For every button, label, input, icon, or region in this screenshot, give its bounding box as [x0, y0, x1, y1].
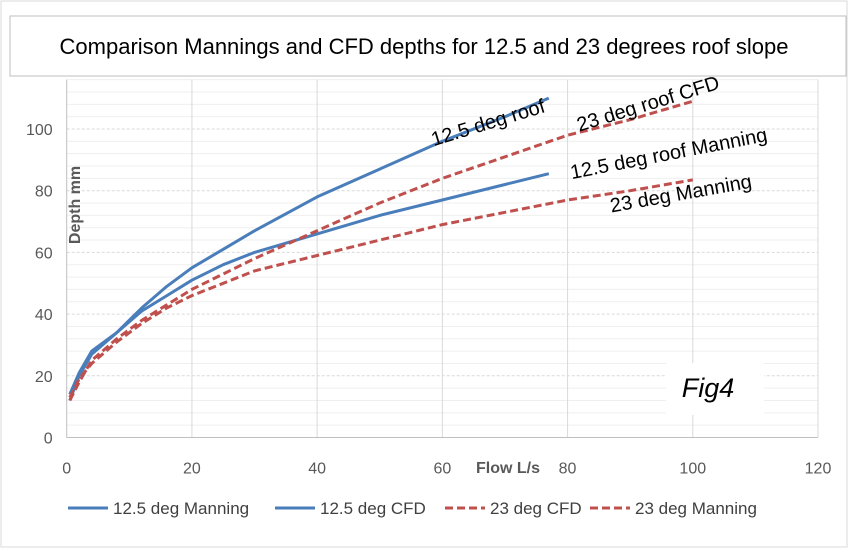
title-box: [9, 15, 847, 77]
y-tick-label: 80: [35, 184, 53, 201]
series-line-23-deg-manning: [68, 178, 694, 399]
figure-label-box: [666, 363, 764, 415]
y-tick-label: 100: [26, 122, 53, 139]
chart-title: Comparison Mannings and CFD depths for 1…: [60, 34, 789, 59]
series-line-12-5-deg-manning: [68, 172, 550, 395]
x-tick-label: 80: [559, 461, 577, 478]
x-axis-label: Flow L/s: [476, 460, 540, 477]
series-line-12-5-deg-cfd: [68, 96, 550, 402]
x-tick-label: 40: [308, 461, 326, 478]
x-tick-label: 60: [433, 461, 451, 478]
y-axis-label: Depth mm: [67, 166, 84, 244]
y-tick-label: 60: [35, 245, 53, 262]
x-tick-label: 100: [679, 461, 706, 478]
legend-label: 23 deg CFD: [490, 499, 582, 518]
y-tick-label: 20: [35, 369, 53, 386]
x-tick-label: 0: [62, 461, 71, 478]
figure-label: Fig4: [682, 373, 735, 403]
y-tick-label: 40: [35, 307, 53, 324]
x-tick-label: 20: [183, 461, 201, 478]
x-tick-label: 120: [805, 461, 832, 478]
legend-label: 23 deg Manning: [635, 499, 757, 518]
legend-label: 12.5 deg Manning: [113, 499, 249, 518]
y-tick-label: 0: [44, 431, 53, 448]
legend: 12.5 deg Manning 12.5 deg CFD 23 deg CFD 23…: [68, 499, 757, 518]
legend-label: 12.5 deg CFD: [320, 499, 426, 518]
series-line-23-deg-cfd: [68, 99, 694, 402]
